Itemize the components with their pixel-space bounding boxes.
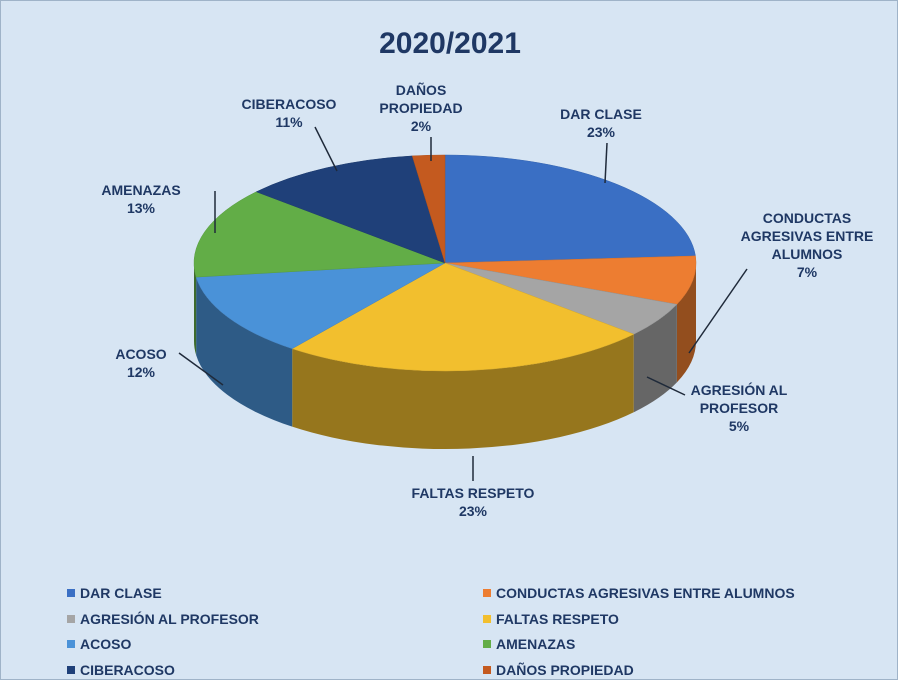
slice-side: [196, 277, 293, 427]
label-name: AMENAZAS: [101, 182, 181, 198]
data-label: DAR CLASE 23%: [536, 105, 666, 141]
label-value: 7%: [796, 264, 818, 280]
slice: [291, 262, 635, 372]
slice: [195, 262, 446, 349]
slice: [444, 255, 697, 305]
legend-item: DAR CLASE: [67, 585, 162, 601]
data-label: CIBERACOSO 11%: [224, 95, 354, 131]
legend-item: AMENAZAS: [483, 636, 575, 652]
leader-line: [178, 352, 224, 386]
slice: [411, 154, 446, 264]
legend-swatch: [483, 665, 491, 674]
label-name: AGRESIÓN AL PROFESOR: [690, 382, 788, 416]
label-name: CONDUCTAS AGRESIVAS ENTRE ALUMNOS: [740, 210, 874, 262]
legend-item: AGRESIÓN AL PROFESOR: [67, 611, 259, 627]
slice-side: [292, 334, 634, 450]
label-value: 11%: [275, 114, 303, 130]
legend-item: CONDUCTAS AGRESIVAS ENTRE ALUMNOS: [483, 585, 795, 601]
leader-line: [314, 126, 338, 172]
label-value: 23%: [586, 124, 616, 140]
legend-text: CONDUCTAS AGRESIVAS ENTRE ALUMNOS: [496, 585, 795, 601]
leader-line: [604, 142, 608, 184]
legend-text: DAÑOS PROPIEDAD: [496, 661, 634, 678]
legend-text: AMENAZAS: [496, 636, 576, 652]
legend-text: FALTAS RESPETO: [496, 610, 619, 627]
legend-swatch: [483, 614, 491, 623]
data-label: DAÑOS PROPIEDAD 2%: [366, 81, 476, 135]
legend-text: AGRESIÓN AL PROFESOR: [80, 610, 259, 627]
legend-swatch: [483, 640, 491, 648]
legend-text: CIBERACOSO: [80, 661, 175, 678]
data-label: FALTAS RESPETO 23%: [383, 484, 563, 520]
data-label: CONDUCTAS AGRESIVAS ENTRE ALUMNOS 7%: [732, 209, 882, 281]
label-value: 12%: [126, 364, 156, 380]
legend-item: FALTAS RESPETO: [483, 611, 619, 627]
label-value: 13%: [126, 200, 156, 216]
legend-text: ACOSO: [80, 636, 132, 652]
legend-item: CIBERACOSO: [67, 662, 175, 678]
legend-item: DAÑOS PROPIEDAD: [483, 662, 634, 678]
data-label: AGRESIÓN AL PROFESOR 5%: [674, 381, 804, 435]
legend-swatch: [67, 614, 75, 623]
label-value: 5%: [728, 418, 750, 434]
legend-swatch: [67, 640, 75, 648]
label-name: FALTAS RESPETO: [411, 485, 535, 501]
leader-line: [646, 376, 686, 396]
slice: [193, 191, 446, 278]
data-label: ACOSO 12%: [81, 345, 201, 381]
label-value: 23%: [458, 503, 488, 519]
legend-item: ACOSO: [67, 636, 131, 652]
label-name: CIBERACOSO: [241, 96, 337, 112]
slice-side: [194, 263, 197, 356]
legend-swatch: [483, 589, 491, 597]
label-name: ACOSO: [115, 346, 167, 362]
legend-text: DAR CLASE: [80, 585, 162, 601]
label-name: DAÑOS PROPIEDAD: [379, 82, 463, 116]
slice: [255, 155, 446, 264]
leader-line: [688, 268, 748, 354]
label-name: DAR CLASE: [560, 106, 642, 122]
slice-side: [676, 263, 696, 383]
chart-title: 2020/2021: [379, 27, 521, 60]
legend-swatch: [67, 665, 75, 674]
legend-swatch: [67, 589, 75, 597]
data-label: AMENAZAS 13%: [81, 181, 201, 217]
slice: [444, 154, 696, 264]
label-value: 2%: [410, 118, 432, 134]
